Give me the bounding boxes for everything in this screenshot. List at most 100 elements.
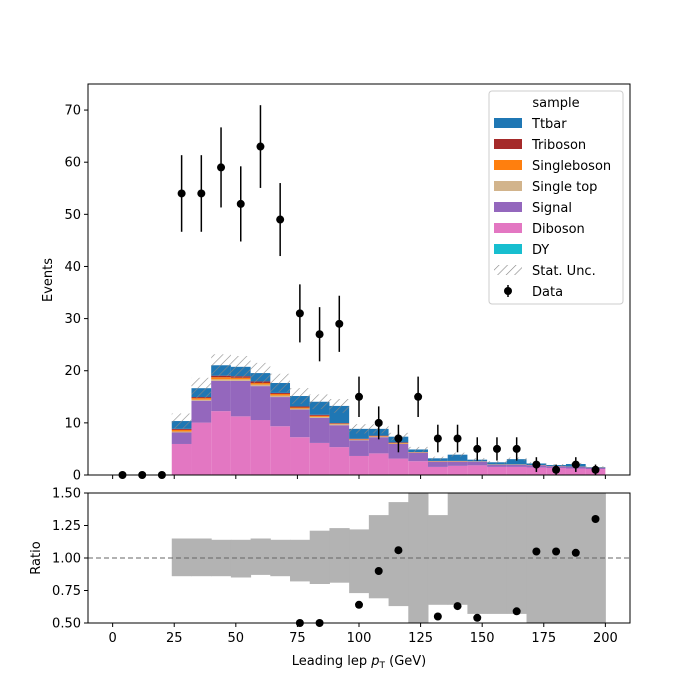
- stat-unc-band: [290, 388, 310, 404]
- y-tick-label: 0: [73, 469, 81, 484]
- stat-unc-band: [191, 377, 212, 399]
- data-point: [217, 163, 226, 172]
- legend-label-signal: Signal: [532, 201, 572, 216]
- bar-singleboson: [250, 382, 271, 385]
- bar-signal: [329, 425, 350, 448]
- bar-diboson: [368, 453, 389, 475]
- x-tick-label: 0: [108, 631, 116, 646]
- bar-signal: [368, 437, 389, 454]
- main-plot: 0 10 20 30 40 50 60 70 Events: [41, 83, 631, 484]
- bar-diboson: [506, 466, 527, 475]
- x-tick-label: 75: [289, 631, 306, 646]
- x-tick-label: 100: [347, 631, 372, 646]
- bar-singleboson: [349, 439, 369, 440]
- data-point: [552, 465, 561, 474]
- ratio-band-bin: [250, 538, 271, 575]
- bar-triboson: [171, 428, 192, 430]
- legend-label-data: Data: [532, 285, 563, 300]
- stat-unc-band: [329, 399, 350, 413]
- data-point: [414, 392, 423, 401]
- stat-unc-band: [250, 362, 271, 384]
- ratio-band-bin: [329, 528, 350, 583]
- bar-signal: [506, 464, 527, 467]
- bar-singleboson: [290, 407, 310, 409]
- bar-ttbar: [447, 454, 468, 461]
- bar-singleboson: [270, 393, 291, 396]
- x-tick-label: 50: [228, 631, 245, 646]
- bar-diboson: [427, 466, 448, 475]
- ratio-point: [512, 607, 521, 616]
- main-x-ticks: [112, 475, 606, 479]
- legend-swatch-diboson: [494, 223, 522, 233]
- bar-signal: [408, 452, 428, 462]
- legend-swatch-single-top: [494, 181, 522, 191]
- stat-unc-band: [309, 394, 330, 410]
- bar-triboson: [270, 392, 291, 394]
- ratio-point: [571, 548, 580, 557]
- ratio-band-bin: [427, 515, 449, 605]
- bar-single-top: [211, 379, 231, 381]
- bar-singleboson: [329, 423, 350, 425]
- data-point: [295, 309, 304, 318]
- bar-signal: [171, 432, 192, 444]
- ratio-points: [295, 515, 600, 627]
- legend-label-diboson: Diboson: [532, 222, 585, 237]
- bar-single-top: [250, 384, 271, 387]
- data-point: [512, 444, 521, 453]
- legend-frame: [488, 90, 624, 305]
- x-tick-label: 150: [470, 631, 495, 646]
- bar-single-top: [329, 424, 350, 426]
- ratio-band-bin: [191, 538, 212, 577]
- data-point: [453, 434, 462, 443]
- x-tick-label: 25: [166, 631, 183, 646]
- bar-diboson: [447, 465, 468, 475]
- stat-unc-band: [408, 446, 428, 453]
- bar-diboson: [467, 465, 488, 475]
- legend-label-dy: DY: [532, 243, 549, 258]
- data-point: [374, 418, 383, 427]
- ratio-y-tick-label: 0.75: [52, 584, 81, 599]
- bar-single-top: [349, 439, 369, 441]
- bar-singleboson: [191, 398, 212, 400]
- ratio-point: [453, 602, 462, 611]
- ratio-point: [433, 612, 442, 621]
- legend-title: sample: [532, 96, 579, 111]
- stat-unc-band: [487, 461, 507, 464]
- ratio-band-bin: [447, 493, 468, 605]
- bar-single-top: [290, 408, 310, 410]
- stat-unc-band: [171, 413, 192, 429]
- stat-unc-band: [447, 452, 468, 457]
- ratio-plot: 0.50 0.75 1.00 1.25 1.50 0 25 50 75 100 125 150 175…: [29, 487, 631, 671]
- bar-triboson: [290, 406, 310, 408]
- data-point: [591, 465, 600, 474]
- x-axis-label: Leading lep pT (GeV): [292, 654, 426, 671]
- ratio-band-bin: [290, 539, 311, 582]
- data-point: [315, 330, 324, 339]
- bar-triboson: [309, 414, 330, 416]
- data-point: [355, 392, 363, 401]
- data-point: [532, 460, 541, 469]
- bar-singleboson: [230, 377, 251, 380]
- ratio-band-bin: [506, 493, 528, 614]
- data-point: [492, 444, 501, 453]
- stat-unc-band: [230, 356, 251, 378]
- data-point: [197, 189, 206, 198]
- legend-label-triboson: Triboson: [531, 138, 586, 153]
- ratio-band-bin: [349, 529, 370, 594]
- main-y-ticks: 0 10 20 30 40 50 60 70: [64, 104, 88, 484]
- legend-swatch-singleboson: [494, 160, 522, 170]
- y-tick-label: 40: [64, 260, 81, 275]
- bar-singleboson: [309, 415, 330, 417]
- bar-diboson: [388, 458, 409, 475]
- legend-swatch-dy: [494, 244, 522, 254]
- bar-triboson: [211, 375, 231, 378]
- legend-label-singleboson: Singleboson: [532, 159, 611, 174]
- bar-diboson: [290, 437, 310, 475]
- data-point: [177, 189, 186, 198]
- ratio-point: [355, 600, 363, 609]
- y-tick-label: 60: [64, 156, 81, 171]
- data-point: [335, 319, 344, 328]
- bar-single-top: [191, 399, 212, 401]
- ratio-x-ticks: 0 25 50 75 100 125 150 175 200: [108, 623, 618, 646]
